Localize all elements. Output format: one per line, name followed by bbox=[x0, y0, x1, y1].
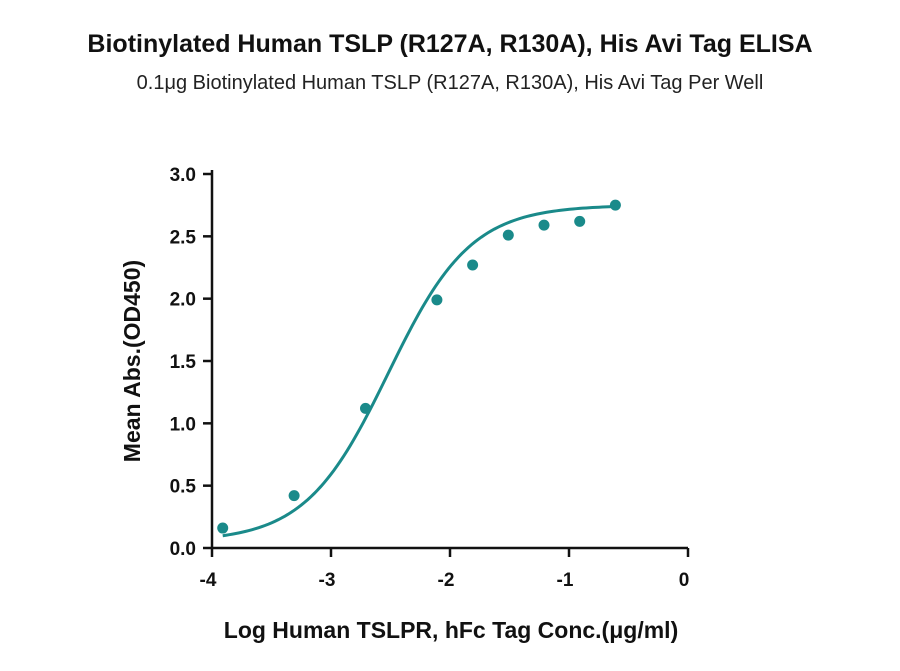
data-point bbox=[431, 294, 443, 306]
chart-title: Biotinylated Human TSLP (R127A, R130A), … bbox=[87, 30, 813, 58]
y-axis-label: Mean Abs.(OD450) bbox=[119, 260, 145, 462]
y-tick-label: 2.0 bbox=[170, 290, 196, 311]
x-tick-label: -2 bbox=[438, 570, 455, 591]
data-point bbox=[574, 215, 586, 227]
y-tick-label: 1.5 bbox=[170, 352, 197, 373]
y-tick-label: 2.5 bbox=[170, 227, 197, 248]
x-tick-label: 0 bbox=[679, 570, 690, 591]
data-point bbox=[360, 402, 372, 414]
fit-curve bbox=[222, 205, 616, 538]
data-point bbox=[217, 522, 229, 534]
x-tick-label: -4 bbox=[200, 570, 217, 591]
data-point bbox=[538, 219, 550, 231]
chart-subtitle: 0.1μg Biotinylated Human TSLP (R127A, R1… bbox=[136, 72, 764, 94]
x-axis-label: Log Human TSLPR, hFc Tag Conc.(μg/ml) bbox=[224, 617, 678, 643]
x-ticks: -4 -3 -2 -1 0 bbox=[200, 548, 690, 591]
y-ticks: 0.0 0.5 1.0 1.5 2.0 2.5 3.0 bbox=[170, 165, 212, 560]
y-tick-label: 0.5 bbox=[170, 477, 197, 498]
x-tick-label: -3 bbox=[319, 570, 336, 591]
x-tick-label: -1 bbox=[557, 570, 574, 591]
y-tick-label: 0.0 bbox=[170, 539, 196, 560]
data-point bbox=[502, 229, 514, 241]
data-point bbox=[467, 259, 479, 271]
plot-area bbox=[217, 199, 621, 538]
y-tick-label: 3.0 bbox=[170, 165, 196, 186]
y-tick-label: 1.0 bbox=[170, 414, 196, 435]
data-point bbox=[288, 490, 300, 502]
data-point bbox=[609, 199, 621, 211]
axes bbox=[210, 170, 688, 550]
